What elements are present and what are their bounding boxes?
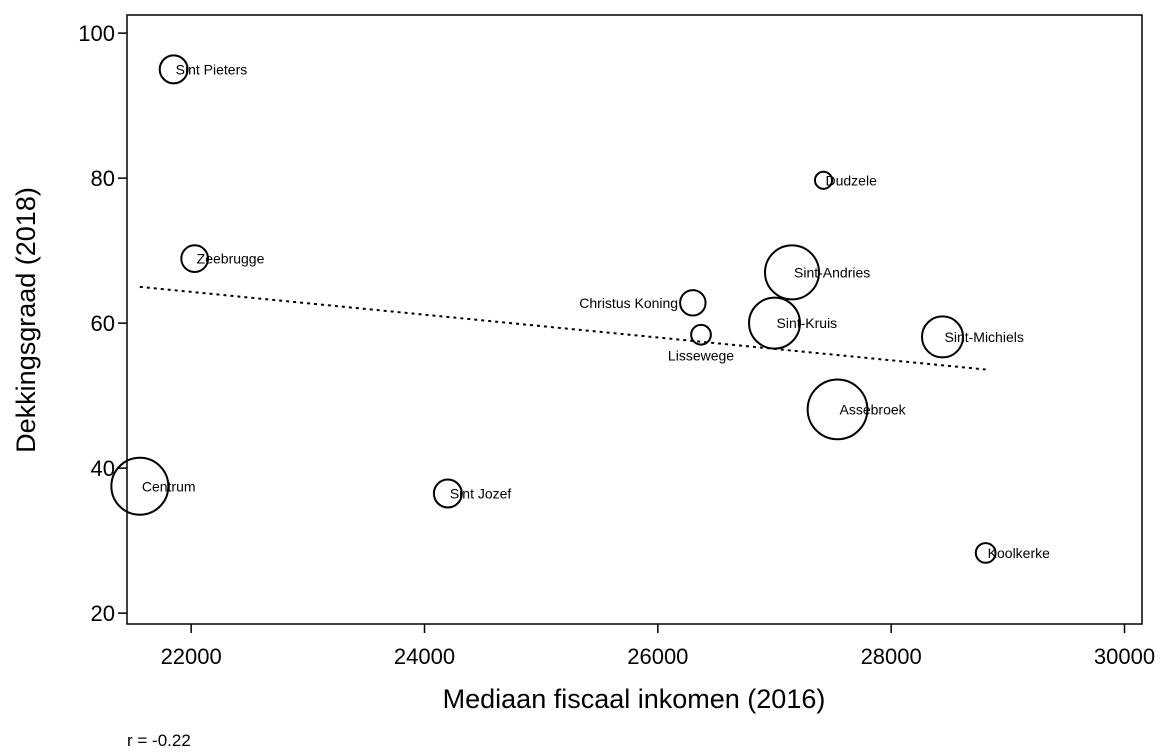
x-tick-label: 26000 [627, 644, 688, 669]
point [690, 323, 712, 346]
y-axis: 20 40 60 80 100 [78, 21, 127, 626]
point [806, 378, 869, 441]
x-tick-label: 30000 [1094, 644, 1155, 669]
fit-line [139, 285, 986, 371]
point-label: Assebroek [840, 401, 907, 417]
point [180, 244, 210, 273]
point-label: Dudzele [826, 172, 878, 188]
point-label: Lissewege [668, 348, 734, 364]
point [748, 296, 801, 350]
x-axis: 22000 24000 26000 28000 30000 [161, 624, 1155, 669]
x-tick-label: 22000 [161, 644, 222, 669]
point-label: Sint Pieters [176, 61, 248, 77]
correlation-note: r = -0.22 [127, 731, 191, 750]
x-tick-label: 28000 [861, 644, 922, 669]
point-label: Sint-Kruis [777, 315, 838, 331]
y-tick-label: 20 [91, 601, 115, 626]
point-label: Christus Koning [579, 295, 678, 311]
point [764, 244, 820, 301]
point-label: Sint-Andries [794, 264, 870, 280]
y-tick-label: 40 [91, 456, 115, 481]
y-axis-title: Dekkingsgraad (2018) [11, 187, 41, 453]
point-label: Zeebrugge [197, 251, 265, 267]
y-tick-label: 80 [91, 166, 115, 191]
y-tick-label: 60 [91, 311, 115, 336]
point [920, 315, 965, 359]
y-tick-label: 100 [78, 21, 115, 46]
point [110, 456, 170, 516]
point [813, 170, 834, 190]
point [158, 54, 189, 85]
point-label: Sint-Michiels [945, 329, 1024, 345]
point [432, 478, 463, 509]
point-label: Sint Jozef [450, 486, 512, 502]
x-axis-title: Mediaan fiscaal inkomen (2016) [443, 684, 826, 714]
point-label: Koolkerke [988, 545, 1050, 561]
point [974, 542, 997, 564]
plot-frame [126, 14, 1143, 625]
fit-line-group [139, 285, 986, 371]
x-tick-label: 24000 [394, 644, 455, 669]
point-label: Centrum [142, 478, 196, 494]
points-group: Sint Pieters Dudzele Zeebrugge Sint-Andries… [110, 54, 1050, 564]
point [679, 289, 707, 317]
